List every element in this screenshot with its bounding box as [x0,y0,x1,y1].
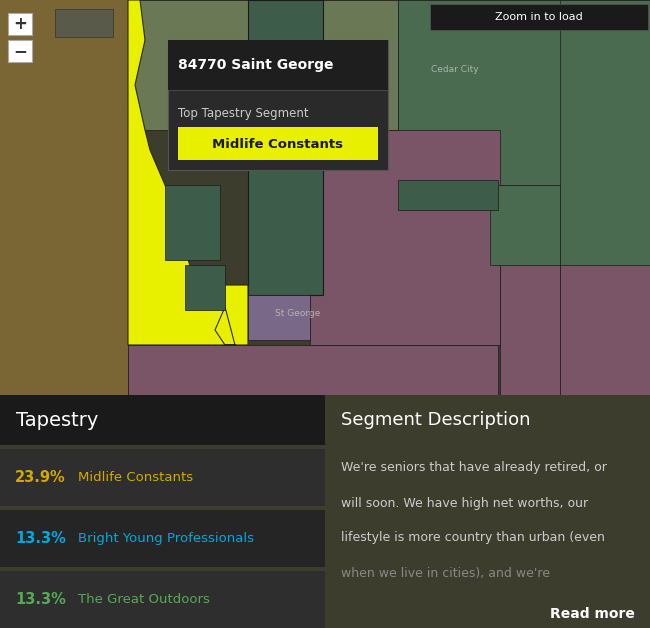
Text: +: + [13,15,27,33]
Bar [248,0,323,295]
Bar [128,345,498,395]
Text: St George: St George [276,308,320,318]
Bar [398,0,650,185]
Text: Midlife Constants: Midlife Constants [213,138,343,151]
Bar [8,13,32,35]
Text: when we live in cities), and we're: when we live in cities), and we're [341,566,550,580]
Bar [248,295,310,340]
Text: 13.3%: 13.3% [15,531,66,546]
Bar [310,130,500,345]
Text: Tapestry: Tapestry [16,411,98,430]
Bar [0,0,128,395]
Text: Segment Description: Segment Description [341,411,530,429]
Bar [165,185,220,260]
Bar [185,265,225,310]
Bar [500,185,650,395]
Bar [0,395,325,445]
Text: We're seniors that have already retired, or: We're seniors that have already retired,… [341,462,607,475]
Text: Read more: Read more [550,607,635,621]
Text: Zoom in to load: Zoom in to load [495,12,583,22]
Text: 13.3%: 13.3% [15,592,66,607]
Text: Bright Young Professionals: Bright Young Professionals [78,532,254,545]
Bar [8,40,32,62]
Text: −: − [13,42,27,60]
Bar [128,0,398,130]
Text: 84770 Saint George: 84770 Saint George [178,58,333,72]
Text: Midlife Constants: Midlife Constants [78,471,193,484]
Bar [430,4,648,30]
Polygon shape [128,0,248,345]
Text: 23.9%: 23.9% [15,470,66,485]
Text: will soon. We have high net worths, our: will soon. We have high net worths, our [341,497,588,509]
Text: Top Tapestry Segment: Top Tapestry Segment [178,107,309,119]
Bar [55,9,113,37]
Bar [178,127,378,160]
Text: lifestyle is more country than urban (even: lifestyle is more country than urban (ev… [341,531,605,544]
Bar [168,40,388,170]
Bar [0,510,325,567]
Bar [168,40,388,90]
Bar [0,449,325,506]
Bar [560,265,650,395]
Bar [560,0,650,395]
Text: Cedar City: Cedar City [431,65,479,75]
Bar [0,571,325,628]
Bar [398,180,498,210]
Text: The Great Outdoors: The Great Outdoors [78,593,210,606]
Bar [490,185,560,265]
